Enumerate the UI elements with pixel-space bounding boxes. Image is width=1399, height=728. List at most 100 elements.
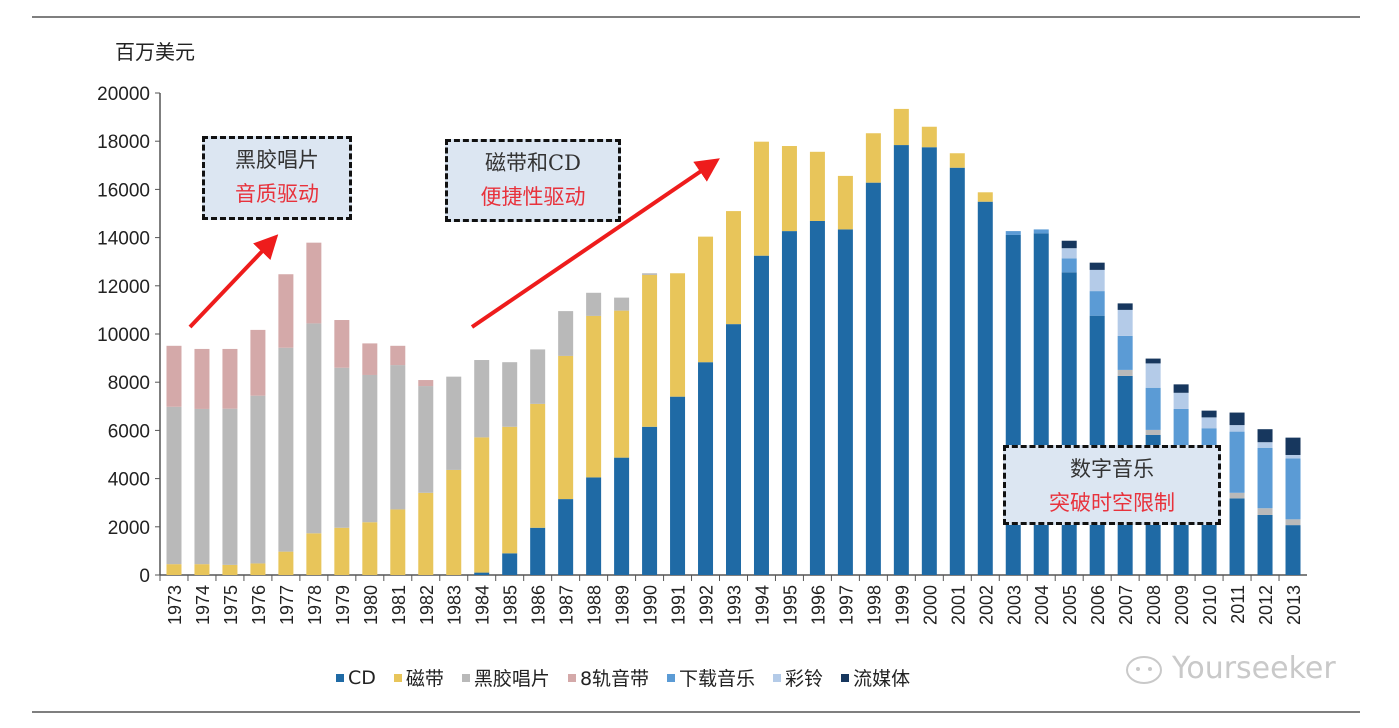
x-tick-label: 1983 xyxy=(445,585,465,625)
bar-segment-黑胶唱片-1975 xyxy=(222,408,238,565)
legend-label: 下载音乐 xyxy=(679,668,756,690)
bar-segment-CD-2000 xyxy=(921,147,937,575)
x-tick-label: 1998 xyxy=(864,585,884,625)
bar-segment-黑胶唱片-1985 xyxy=(502,362,518,427)
legend-item: 黑胶唱片 xyxy=(461,664,550,691)
bar-segment-磁带-1995 xyxy=(781,146,797,232)
x-tick-label: 2008 xyxy=(1144,585,1164,625)
bar-segment-流媒体-2005 xyxy=(1061,240,1077,249)
bar-segment-CD-1985 xyxy=(502,553,518,575)
bar-segment-黑胶唱片-2007 xyxy=(1117,369,1133,376)
annotation-vinyl-title: 黑胶唱片 xyxy=(235,148,319,172)
bar-segment-磁带-1982 xyxy=(418,492,434,575)
bar-segment-CD-1989 xyxy=(614,457,630,575)
bar-segment-黑胶唱片-1976 xyxy=(250,395,266,564)
bar-segment-下载音乐-2007 xyxy=(1117,335,1133,370)
x-tick-label: 1993 xyxy=(725,585,745,625)
bar-segment-流媒体-2013 xyxy=(1285,437,1301,455)
annotation-digital-title: 数字音乐 xyxy=(1070,457,1154,481)
bar-segment-8轨音带-1976 xyxy=(250,329,266,396)
legend-item: 流媒体 xyxy=(841,664,910,691)
bar-segment-磁带-2000 xyxy=(921,126,937,148)
bar-segment-磁带-1991 xyxy=(670,273,686,397)
x-tick-label: 1973 xyxy=(165,585,185,625)
bar-segment-黑胶唱片-1979 xyxy=(334,367,350,528)
x-tick-label: 1977 xyxy=(277,585,297,625)
x-tick-label: 2005 xyxy=(1060,585,1080,625)
bar-segment-磁带-1985 xyxy=(502,426,518,554)
bar-segment-流媒体-2008 xyxy=(1145,358,1161,364)
annotation-vinyl-subtitle: 音质驱动 xyxy=(235,182,319,206)
x-tick-label: 1981 xyxy=(389,585,409,625)
x-tick-label: 1999 xyxy=(892,585,912,625)
bottom-rule xyxy=(32,711,1360,713)
bar-segment-CD-1995 xyxy=(781,231,797,575)
legend-item: CD xyxy=(336,667,376,689)
bar-segment-下载音乐-2006 xyxy=(1089,291,1105,316)
bar-segment-CD-1986 xyxy=(530,527,546,575)
watermark-text: Yourseeker xyxy=(1172,650,1336,686)
bar-segment-磁带-1983 xyxy=(446,469,462,575)
bar-segment-黑胶唱片-2008 xyxy=(1145,429,1161,435)
x-tick-label: 2004 xyxy=(1032,585,1052,625)
bar-segment-CD-1988 xyxy=(586,477,602,575)
bar-segment-磁带-1986 xyxy=(530,403,546,528)
bar-segment-下载音乐-2008 xyxy=(1145,387,1161,430)
bar-segment-磁带-1979 xyxy=(334,527,350,575)
bar-segment-CD-1996 xyxy=(809,220,825,575)
y-tick-label: 20000 xyxy=(97,84,150,105)
bar-segment-彩铃-2006 xyxy=(1089,269,1105,292)
bar-segment-8轨音带-1981 xyxy=(390,345,406,366)
annotation-digital: 数字音乐 突破时空限制 xyxy=(1003,445,1221,525)
bar-segment-黑胶唱片-1981 xyxy=(390,365,406,510)
y-tick-label: 4000 xyxy=(108,470,150,491)
x-tick-label: 1975 xyxy=(221,585,241,625)
x-tick-label: 2012 xyxy=(1256,585,1276,625)
x-tick-label: 1974 xyxy=(193,585,213,625)
annotation-cassette-cd-title: 磁带和CD xyxy=(485,151,581,175)
bar-segment-黑胶唱片-1984 xyxy=(474,360,490,438)
bar-segment-彩铃-2012 xyxy=(1257,442,1273,448)
bar-segment-彩铃-2008 xyxy=(1145,363,1161,388)
bar-segment-8轨音带-1973 xyxy=(166,345,182,407)
y-tick-label: 10000 xyxy=(97,325,150,346)
bar-segment-磁带-1987 xyxy=(558,355,574,500)
bar-segment-黑胶唱片-1988 xyxy=(586,292,602,316)
legend-swatch xyxy=(461,673,470,682)
bar-segment-黑胶唱片-1987 xyxy=(558,311,574,356)
y-tick-label: 8000 xyxy=(108,373,150,394)
bar-segment-磁带-1989 xyxy=(614,310,630,458)
bar-segment-CD-2002 xyxy=(977,201,993,576)
x-tick-label: 1996 xyxy=(808,585,828,625)
bar-segment-8轨音带-1977 xyxy=(278,274,294,348)
bar-segment-磁带-1996 xyxy=(809,151,825,221)
legend-item: 下载音乐 xyxy=(667,664,755,691)
x-tick-label: 1988 xyxy=(585,585,605,625)
bar-segment-黑胶唱片-1982 xyxy=(418,386,434,493)
legend-label: 黑胶唱片 xyxy=(473,668,550,690)
x-tick-label: 1980 xyxy=(361,585,381,625)
bar-segment-8轨音带-1978 xyxy=(306,242,322,324)
bar-segment-CD-1998 xyxy=(865,182,881,576)
bar-segment-磁带-2002 xyxy=(977,192,993,202)
bar-segment-黑胶唱片-2012 xyxy=(1257,508,1273,515)
x-tick-label: 2002 xyxy=(976,585,996,625)
x-tick-label: 1989 xyxy=(613,585,633,625)
annotation-digital-subtitle: 突破时空限制 xyxy=(1049,491,1175,515)
bar-segment-CD-1990 xyxy=(642,426,658,575)
top-rule xyxy=(32,16,1360,18)
bar-segment-流媒体-2010 xyxy=(1201,410,1217,418)
bar-segment-8轨音带-1975 xyxy=(222,348,238,409)
legend-label: 流媒体 xyxy=(853,668,911,690)
y-tick-label: 2000 xyxy=(108,518,150,539)
annotation-vinyl: 黑胶唱片 音质驱动 xyxy=(202,136,352,220)
bar-segment-黑胶唱片-1974 xyxy=(194,408,210,565)
bar-segment-黑胶唱片-1983 xyxy=(446,376,462,470)
legend-swatch xyxy=(773,673,782,682)
bar-segment-彩铃-2007 xyxy=(1117,309,1133,336)
bar-segment-磁带-1993 xyxy=(726,211,741,325)
x-tick-label: 2001 xyxy=(948,585,968,625)
trend-arrow-icon xyxy=(188,234,279,329)
bar-segment-下载音乐-2011 xyxy=(1229,431,1245,493)
